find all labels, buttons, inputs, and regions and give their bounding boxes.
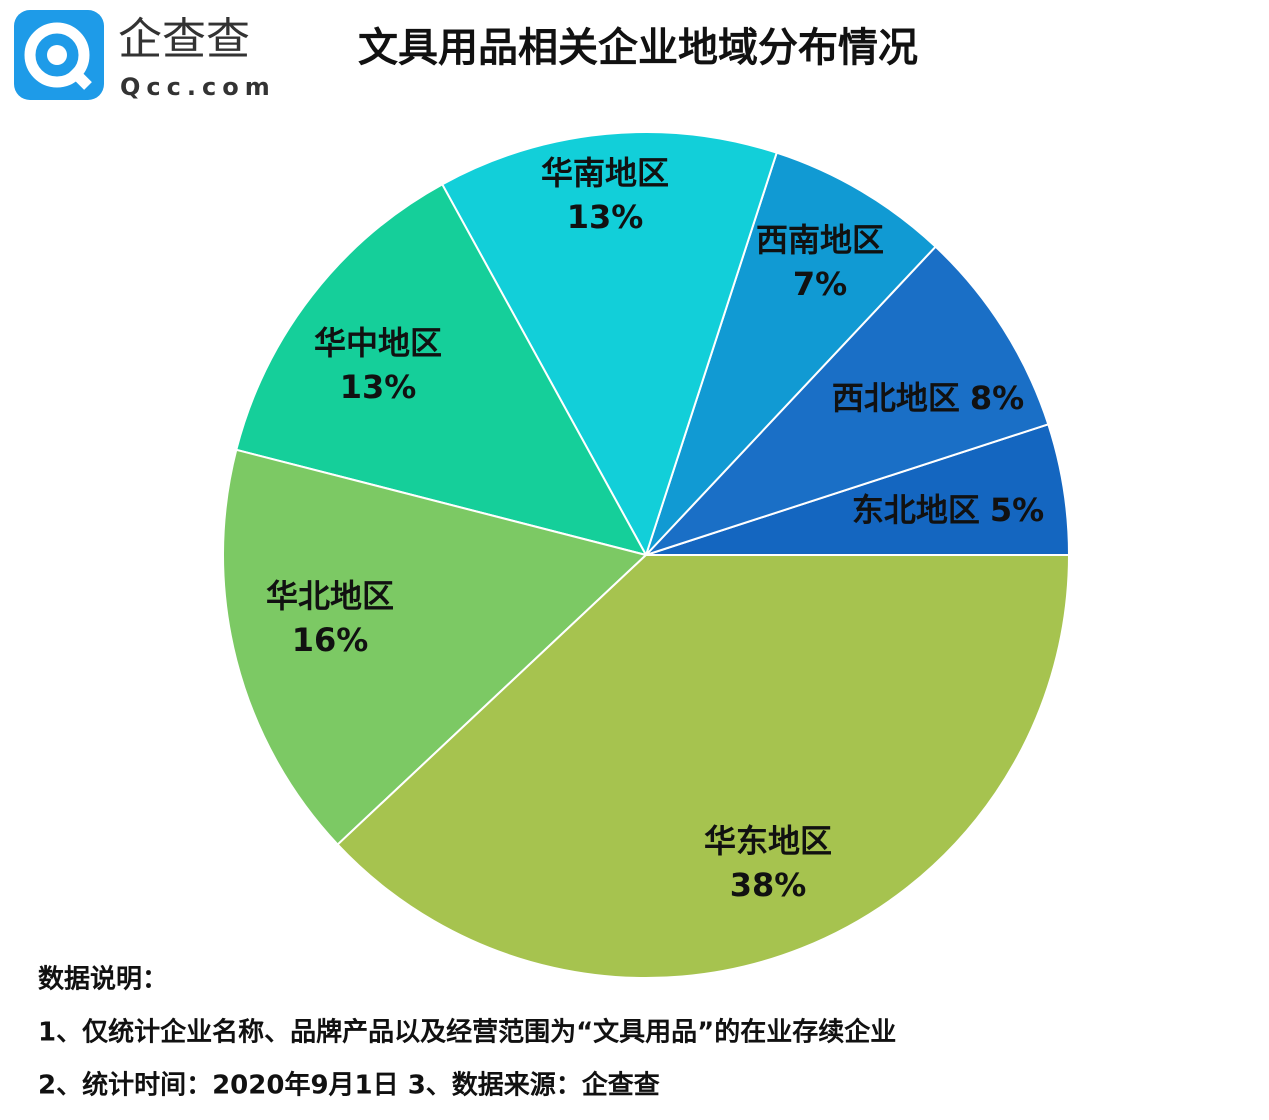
value-label: 38% bbox=[730, 866, 807, 904]
pie bbox=[222, 131, 1071, 979]
value-label: 7% bbox=[793, 265, 847, 303]
category-label: 西南地区 bbox=[756, 221, 884, 259]
value-label: 5% bbox=[990, 491, 1044, 529]
logo-domain: Qcc.com bbox=[120, 73, 276, 101]
pie-slice bbox=[645, 245, 1050, 556]
value-label: 13% bbox=[567, 198, 644, 236]
pie-slice bbox=[235, 182, 648, 557]
logo-dot bbox=[47, 45, 67, 65]
slice-label: 西北地区 8% bbox=[832, 379, 1024, 417]
chart-title: 文具用品相关企业地域分布情况 bbox=[358, 25, 918, 71]
category-label: 华中地区 bbox=[314, 324, 442, 362]
pie-slice bbox=[645, 151, 937, 556]
value-label: 16% bbox=[292, 621, 369, 659]
pie-slice bbox=[336, 554, 1071, 979]
pie-slice bbox=[440, 131, 778, 558]
logo-tail bbox=[68, 66, 92, 90]
category-label: 华南地区 bbox=[541, 154, 669, 192]
value-label: 8% bbox=[970, 379, 1024, 417]
labels: 东北地区 5% 西北地区 8% 西南地区 7% 华南地区 13% 华中地区 13% 华北地区 16% 华… bbox=[266, 154, 1044, 904]
value-label: 13% bbox=[340, 368, 417, 406]
notes-heading: 数据说明： bbox=[38, 965, 168, 995]
pie-slice bbox=[222, 448, 649, 846]
category-label: 东北地区 bbox=[852, 491, 980, 529]
note-line: 2、统计时间：2020年9月1日 3、数据来源：企查查 bbox=[38, 1070, 660, 1101]
category-label: 华东地区 bbox=[704, 822, 832, 860]
category-label: 西北地区 bbox=[832, 379, 960, 417]
logo-name: 企查查 bbox=[118, 14, 250, 65]
category-label: 华北地区 bbox=[266, 577, 394, 615]
slice-label: 东北地区 5% bbox=[852, 491, 1044, 529]
note-line: 1、仅统计企业名称、品牌产品以及经营范围为“文具用品”的在业存续企业 bbox=[38, 1017, 896, 1048]
logo-ring bbox=[24, 22, 90, 88]
